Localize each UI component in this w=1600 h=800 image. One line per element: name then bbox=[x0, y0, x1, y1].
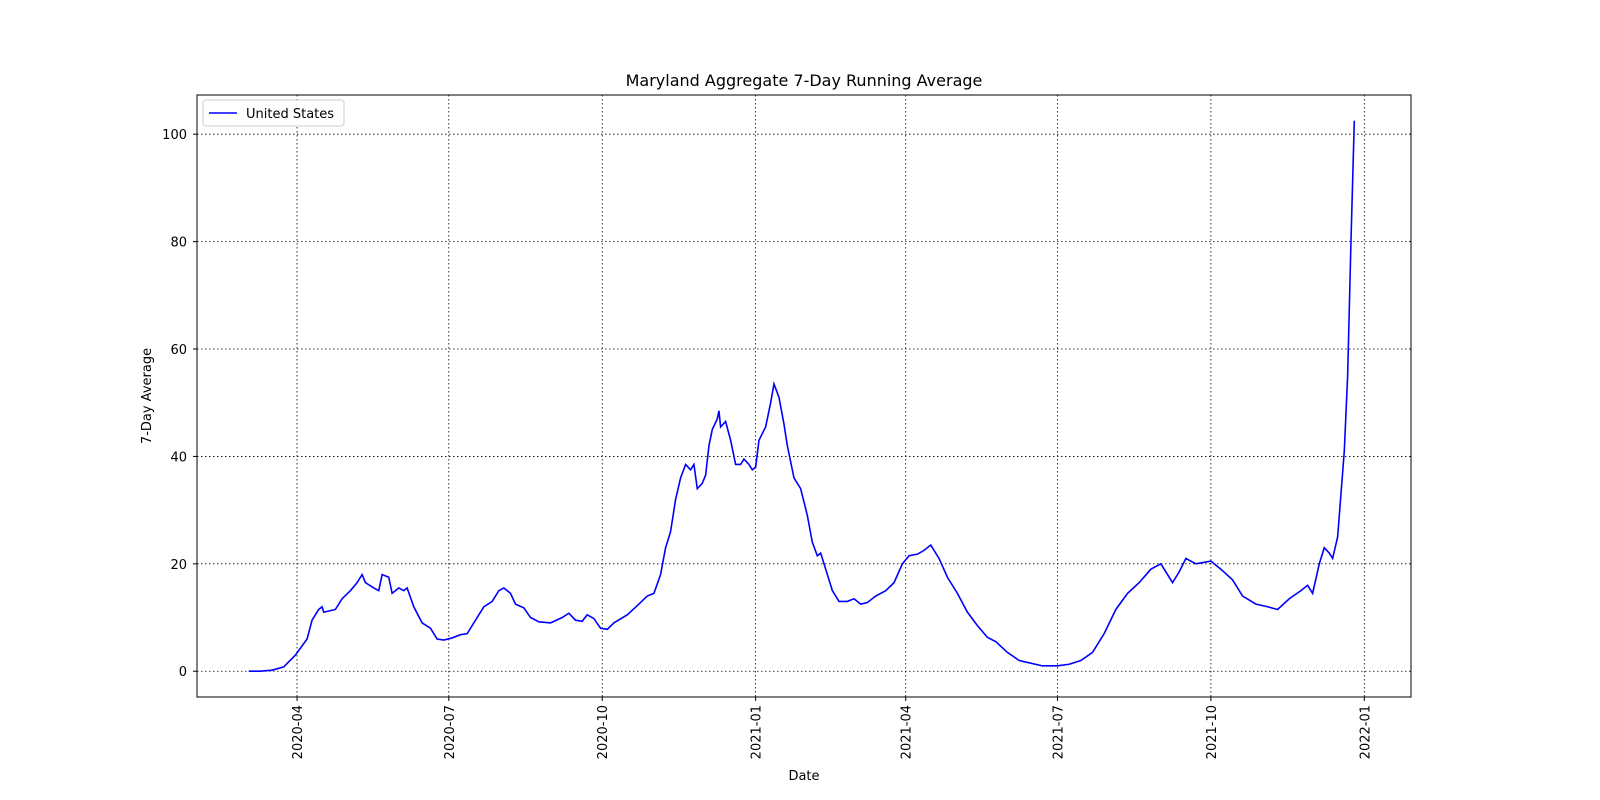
legend-box bbox=[202, 99, 345, 127]
y-tick-label: 60 bbox=[170, 343, 187, 358]
y-tick-label: 0 bbox=[179, 665, 187, 680]
x-tick-label: 2022-01 bbox=[1358, 705, 1373, 759]
y-axis-label: 7-Day Average bbox=[140, 348, 155, 444]
x-tick-label: 2021-04 bbox=[900, 705, 915, 759]
legend-label: United States bbox=[246, 107, 334, 122]
x-tick-label: 2021-07 bbox=[1051, 705, 1066, 759]
x-tick-label: 2020-04 bbox=[291, 705, 306, 759]
line bbox=[248, 120, 1356, 673]
y-tick-label: 20 bbox=[170, 558, 187, 573]
plot-frame bbox=[196, 94, 1412, 698]
x-tick-label: 2020-07 bbox=[443, 705, 458, 759]
y-tick-label: 40 bbox=[170, 450, 187, 465]
chart-title: Maryland Aggregate 7-Day Running Average bbox=[626, 71, 983, 90]
x-tick-label: 2021-01 bbox=[750, 705, 765, 759]
y-tick-label: 100 bbox=[162, 128, 187, 143]
x-tick-label: 2021-10 bbox=[1205, 705, 1220, 759]
x-tick-label: 2020-10 bbox=[596, 705, 611, 759]
y-tick-label: 80 bbox=[170, 236, 187, 251]
x-axis-label: Date bbox=[788, 769, 819, 784]
